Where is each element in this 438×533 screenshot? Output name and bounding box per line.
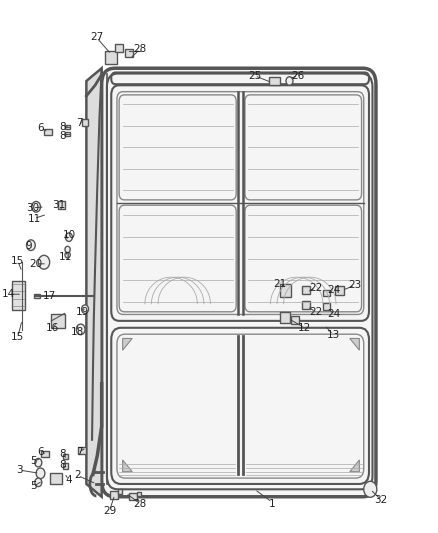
- Text: 12: 12: [298, 323, 311, 333]
- Text: 13: 13: [327, 330, 340, 340]
- Text: 6: 6: [37, 123, 44, 133]
- Text: 8: 8: [59, 131, 66, 141]
- Polygon shape: [123, 460, 132, 472]
- Text: 27: 27: [90, 33, 103, 42]
- Text: 22: 22: [309, 307, 322, 317]
- Bar: [35, 294, 39, 298]
- Bar: [129, 493, 137, 500]
- Text: 29: 29: [103, 506, 116, 515]
- Circle shape: [65, 252, 70, 258]
- Bar: [118, 489, 122, 494]
- Circle shape: [76, 324, 85, 335]
- Bar: [336, 286, 344, 295]
- Bar: [269, 77, 279, 85]
- Text: 26: 26: [292, 71, 305, 80]
- Text: 11: 11: [27, 214, 41, 223]
- Text: 8: 8: [59, 122, 66, 132]
- Bar: [323, 303, 330, 310]
- Text: 11: 11: [59, 252, 72, 262]
- Text: 8: 8: [59, 460, 66, 470]
- Text: 9: 9: [25, 241, 32, 251]
- Text: 24: 24: [328, 286, 341, 295]
- Bar: [57, 201, 65, 209]
- Polygon shape: [350, 338, 359, 350]
- Bar: [63, 454, 68, 459]
- Text: 14: 14: [2, 289, 15, 299]
- Text: 28: 28: [134, 499, 147, 508]
- Circle shape: [32, 201, 40, 212]
- Bar: [302, 287, 310, 294]
- Bar: [44, 129, 52, 135]
- Circle shape: [81, 305, 88, 313]
- Circle shape: [35, 478, 42, 487]
- Bar: [41, 451, 49, 457]
- Bar: [302, 301, 310, 309]
- Text: 4: 4: [66, 475, 72, 484]
- Bar: [115, 44, 124, 52]
- Text: 28: 28: [134, 44, 147, 54]
- Text: 22: 22: [309, 283, 322, 293]
- Text: 1: 1: [268, 499, 276, 508]
- Text: 7: 7: [76, 447, 82, 457]
- Bar: [82, 119, 88, 126]
- Bar: [291, 316, 299, 324]
- Text: 5: 5: [31, 481, 37, 491]
- Text: 18: 18: [71, 327, 84, 336]
- Circle shape: [38, 255, 49, 269]
- Bar: [12, 281, 25, 310]
- Text: 19: 19: [75, 307, 88, 317]
- Bar: [137, 492, 141, 496]
- Text: 15: 15: [11, 332, 25, 342]
- Text: 31: 31: [52, 200, 65, 210]
- Bar: [280, 312, 290, 323]
- Text: 7: 7: [76, 118, 82, 127]
- Bar: [65, 125, 70, 129]
- Bar: [105, 51, 117, 64]
- Bar: [78, 447, 86, 454]
- Polygon shape: [350, 460, 359, 472]
- Text: 8: 8: [59, 449, 66, 459]
- FancyBboxPatch shape: [102, 68, 376, 497]
- Circle shape: [65, 246, 70, 253]
- Bar: [110, 490, 118, 499]
- Text: 10: 10: [62, 230, 75, 239]
- Text: 32: 32: [374, 495, 388, 505]
- Text: 2: 2: [74, 471, 81, 480]
- Bar: [323, 290, 330, 296]
- Circle shape: [286, 77, 293, 85]
- Circle shape: [35, 458, 42, 467]
- Text: 21: 21: [273, 279, 286, 288]
- Text: 6: 6: [37, 447, 44, 457]
- Text: 16: 16: [46, 323, 60, 333]
- Circle shape: [36, 468, 45, 479]
- Bar: [65, 132, 70, 136]
- Text: 24: 24: [328, 310, 341, 319]
- Text: 15: 15: [11, 256, 25, 266]
- Bar: [279, 284, 290, 297]
- Circle shape: [27, 240, 35, 251]
- Bar: [49, 473, 62, 484]
- Bar: [63, 463, 68, 469]
- Bar: [125, 49, 133, 57]
- Text: 23: 23: [348, 280, 362, 290]
- Text: 25: 25: [248, 71, 261, 80]
- Circle shape: [65, 233, 72, 241]
- Circle shape: [364, 481, 377, 497]
- Polygon shape: [86, 68, 102, 497]
- Text: 17: 17: [42, 291, 56, 301]
- Text: 3: 3: [16, 465, 23, 475]
- Text: 30: 30: [26, 203, 39, 213]
- Text: 5: 5: [31, 456, 37, 466]
- Polygon shape: [123, 338, 132, 350]
- Text: 20: 20: [30, 259, 42, 269]
- Bar: [51, 314, 64, 327]
